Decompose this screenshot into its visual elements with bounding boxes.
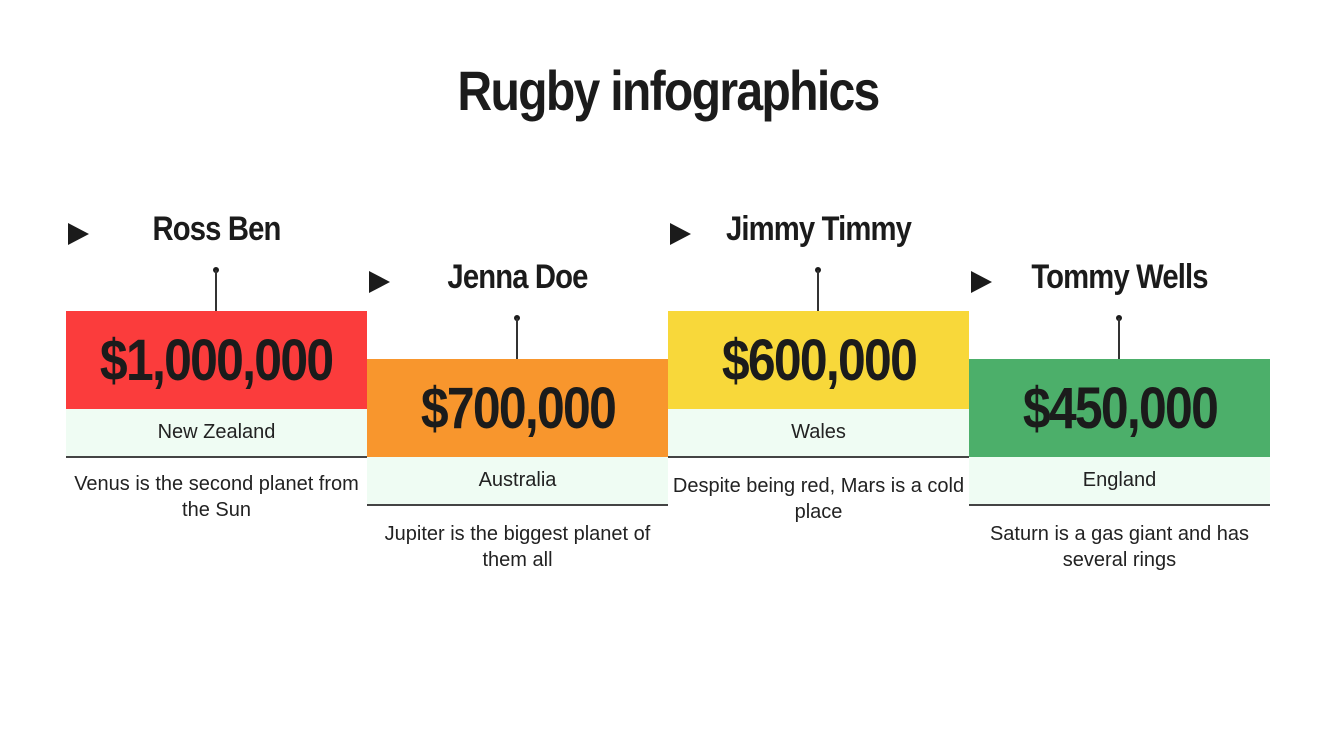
card-header: Jimmy Timmy	[668, 210, 969, 260]
player-description: Despite being red, Mars is a cold place	[672, 475, 965, 523]
pin-line	[516, 318, 518, 359]
salary-amount: $700,000	[420, 375, 616, 441]
player-name: Jimmy Timmy	[725, 210, 912, 248]
amount-box: $1,000,000	[66, 311, 367, 409]
player-description: Venus is the second planet from the Sun	[74, 473, 359, 521]
player-description: Jupiter is the biggest planet of them al…	[384, 523, 651, 571]
amount-box: $450,000	[969, 359, 1270, 457]
country-label: Wales	[668, 409, 969, 458]
pin-line	[817, 270, 819, 311]
card-header: Jenna Doe	[367, 258, 668, 308]
salary-amount: $1,000,000	[100, 327, 334, 393]
play-arrow-icon	[971, 271, 992, 293]
player-name: Tommy Wells	[1031, 258, 1208, 296]
player-name: Ross Ben	[152, 210, 281, 248]
pin-line	[1118, 318, 1120, 359]
play-arrow-icon	[670, 223, 691, 245]
amount-box: $700,000	[367, 359, 668, 457]
salary-amount: $450,000	[1022, 375, 1218, 441]
amount-box: $600,000	[668, 311, 969, 409]
play-arrow-icon	[369, 271, 390, 293]
play-arrow-icon	[68, 223, 89, 245]
country-label: England	[969, 457, 1270, 506]
country-label: New Zealand	[66, 409, 367, 458]
country-label: Australia	[367, 457, 668, 506]
salary-amount: $600,000	[721, 327, 917, 393]
player-name: Jenna Doe	[447, 258, 588, 296]
card-header: Ross Ben	[66, 210, 367, 260]
page-title: Rugby infographics	[457, 59, 880, 122]
card-header: Tommy Wells	[969, 258, 1270, 308]
player-description: Saturn is a gas giant and has several ri…	[989, 523, 1250, 571]
pin-line	[215, 270, 217, 311]
